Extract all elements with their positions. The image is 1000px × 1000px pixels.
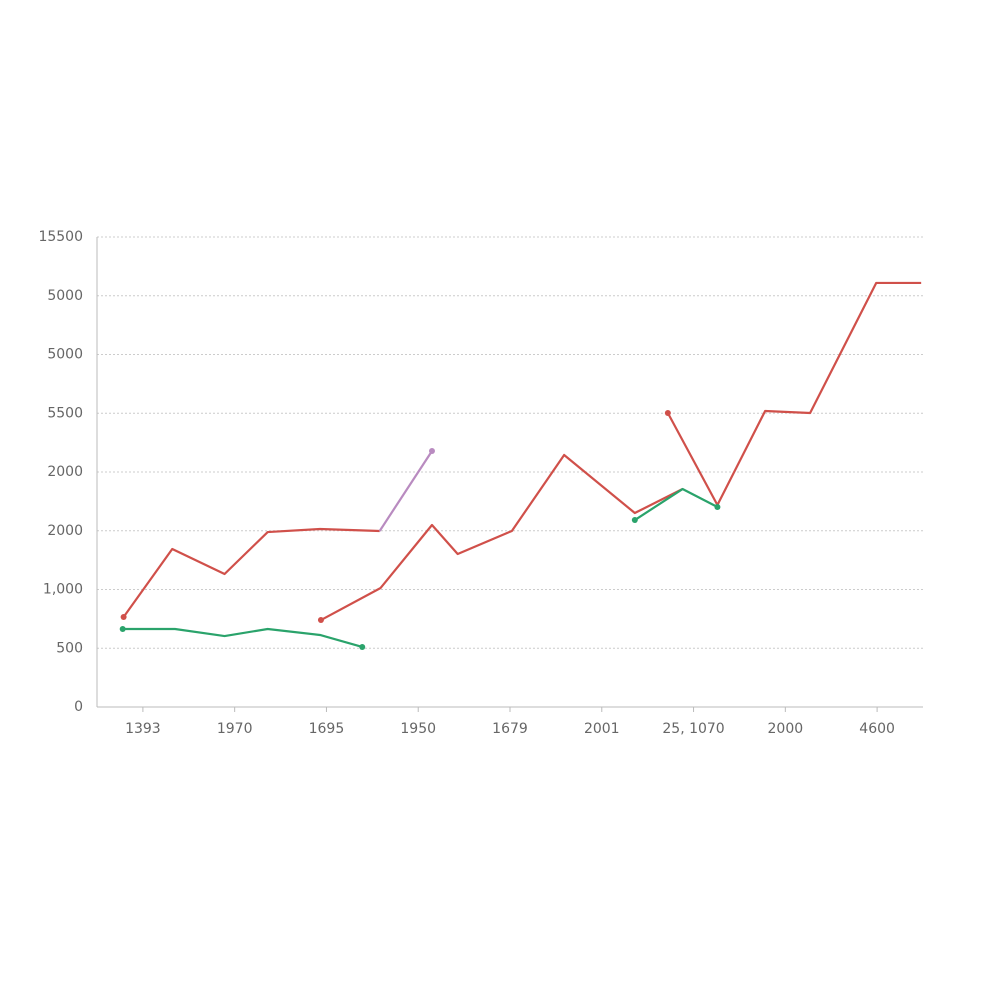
x-tick-label: 1950 [400,721,436,737]
y-tick-label: 5000 [47,288,83,304]
series-line [378,450,433,532]
point-marker [714,504,721,511]
y-tick-label: 5500 [47,405,83,421]
x-tick-label: 2000 [768,721,804,737]
series-line [122,527,380,618]
point-marker [120,613,127,620]
point-marker [317,617,324,624]
y-tick-label: 2000 [47,464,83,480]
x-tick-label: 4600 [859,721,895,737]
series-line [320,453,684,622]
y-tick-label: 500 [56,640,83,656]
x-tick-label: 1679 [492,721,528,737]
point-marker [359,643,366,650]
series-line [122,627,363,649]
y-tick-label: 5000 [47,347,83,363]
series-line [634,487,718,521]
x-tick-label: 1695 [309,721,345,737]
x-tick-label: 2001 [584,721,620,737]
y-tick-label: 2000 [47,523,83,539]
x-tick-label: 1970 [217,721,253,737]
y-tick-label: 0 [74,699,83,715]
x-tick-label: 25, 1070 [662,721,724,737]
point-marker [631,517,638,524]
point-marker [428,447,435,454]
point-marker [664,410,671,417]
x-tick-label: 1393 [125,721,161,737]
point-marker [119,625,126,632]
series-line [666,281,922,507]
y-tick-label: 1,000 [43,582,83,598]
y-tick-label: 15500 [38,229,83,245]
